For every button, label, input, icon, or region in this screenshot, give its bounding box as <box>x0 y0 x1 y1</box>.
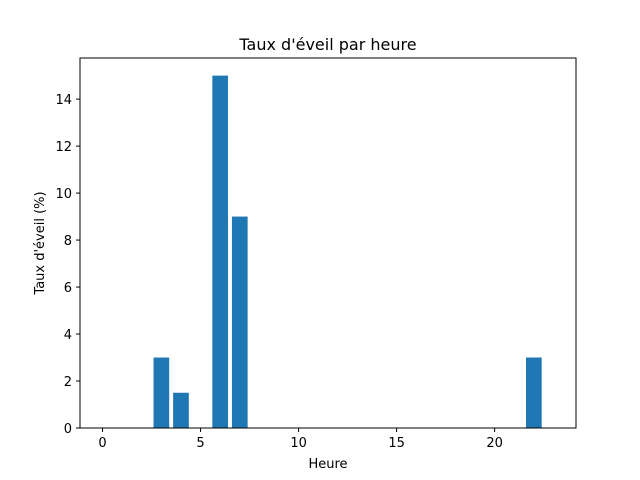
x-tick-label: 0 <box>98 436 106 451</box>
y-axis-label: Taux d'éveil (%) <box>33 191 48 295</box>
bars-group <box>153 75 542 428</box>
x-tick-label: 20 <box>486 436 503 451</box>
x-tick-label: 5 <box>196 436 204 451</box>
y-tick-label: 6 <box>64 281 72 296</box>
y-tick-label: 14 <box>55 93 72 108</box>
x-axis-ticks: 0 5 10 15 20 <box>98 428 503 451</box>
bar-hour-7 <box>231 216 248 428</box>
x-tick-label: 10 <box>290 436 307 451</box>
y-tick-label: 10 <box>55 187 72 202</box>
bar-hour-3 <box>153 357 170 428</box>
y-tick-label: 4 <box>64 328 72 343</box>
chart-title: Taux d'éveil par heure <box>238 35 416 54</box>
bar-hour-4 <box>173 392 189 428</box>
y-tick-label: 8 <box>64 234 72 249</box>
y-axis-ticks: 0 2 4 6 8 10 12 14 <box>55 93 80 437</box>
x-axis-label: Heure <box>308 457 347 472</box>
y-tick-label: 2 <box>64 375 72 390</box>
y-tick-label: 12 <box>55 140 72 155</box>
bar-hour-6 <box>212 75 229 428</box>
plot-frame <box>79 57 577 429</box>
bar-hour-22 <box>526 357 542 428</box>
y-tick-label: 0 <box>64 422 72 437</box>
x-tick-label: 15 <box>388 436 405 451</box>
